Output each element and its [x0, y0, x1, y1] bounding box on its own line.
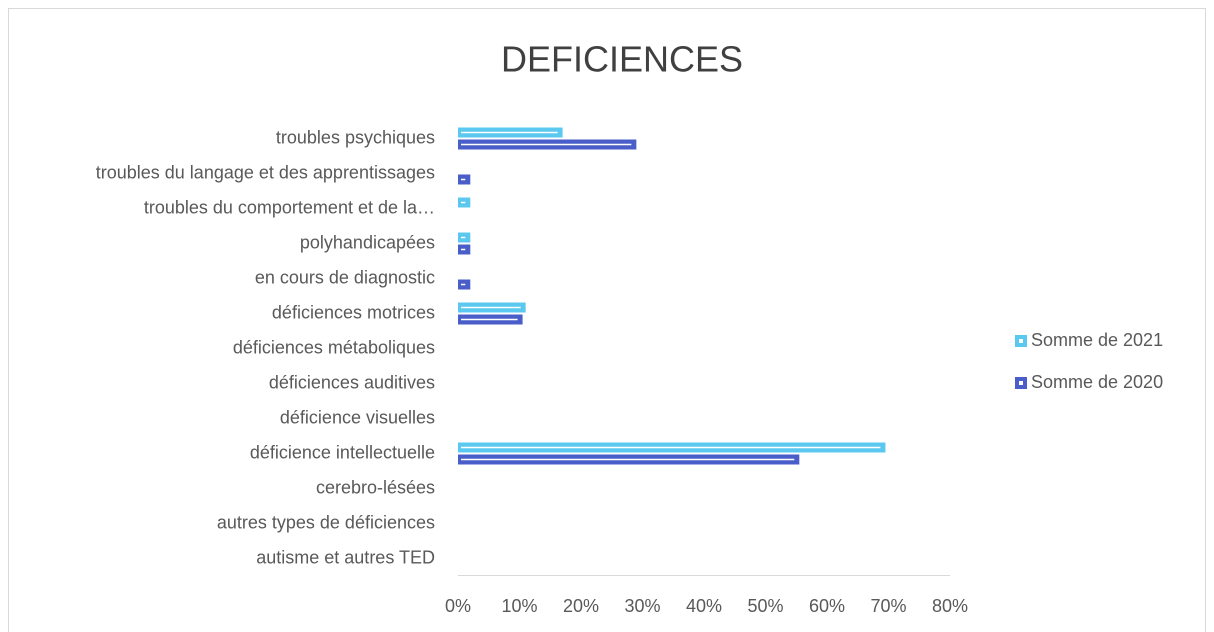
- x-tick-label: 40%: [686, 596, 722, 616]
- y-tick-label: autres types de déficiences: [217, 512, 435, 532]
- y-tick-label: en cours de diagnostic: [255, 267, 435, 287]
- y-tick-label: troubles psychiques: [276, 127, 435, 147]
- legend-swatch-inner: [1019, 381, 1023, 385]
- x-tick-label: 50%: [747, 596, 783, 616]
- x-tick-label: 60%: [809, 596, 845, 616]
- x-tick-label: 70%: [870, 596, 906, 616]
- y-tick-label: déficiences auditives: [269, 372, 435, 392]
- x-tick-label: 30%: [624, 596, 660, 616]
- y-tick-label: déficience intellectuelle: [250, 442, 435, 462]
- y-tick-label: polyhandicapées: [300, 232, 435, 252]
- y-tick-label: déficience visuelles: [280, 407, 435, 427]
- y-tick-label: cerebro-lésées: [316, 477, 435, 497]
- chart-border: [8, 8, 1206, 632]
- y-tick-label: déficiences métaboliques: [233, 337, 435, 357]
- chart-title: DEFICIENCES: [501, 39, 743, 80]
- y-tick-label: déficiences motrices: [272, 302, 435, 322]
- y-tick-label: autisme et autres TED: [256, 547, 435, 567]
- x-tick-label: 10%: [501, 596, 537, 616]
- x-tick-label: 0%: [445, 596, 471, 616]
- x-tick-label: 20%: [563, 596, 599, 616]
- legend-label: Somme de 2021: [1031, 330, 1163, 350]
- legend-label: Somme de 2020: [1031, 372, 1163, 392]
- y-tick-label: troubles du langage et des apprentissage…: [96, 162, 435, 182]
- x-tick-label: 80%: [932, 596, 968, 616]
- y-tick-label: troubles du comportement et de la…: [144, 197, 435, 217]
- legend-swatch-inner: [1019, 339, 1023, 343]
